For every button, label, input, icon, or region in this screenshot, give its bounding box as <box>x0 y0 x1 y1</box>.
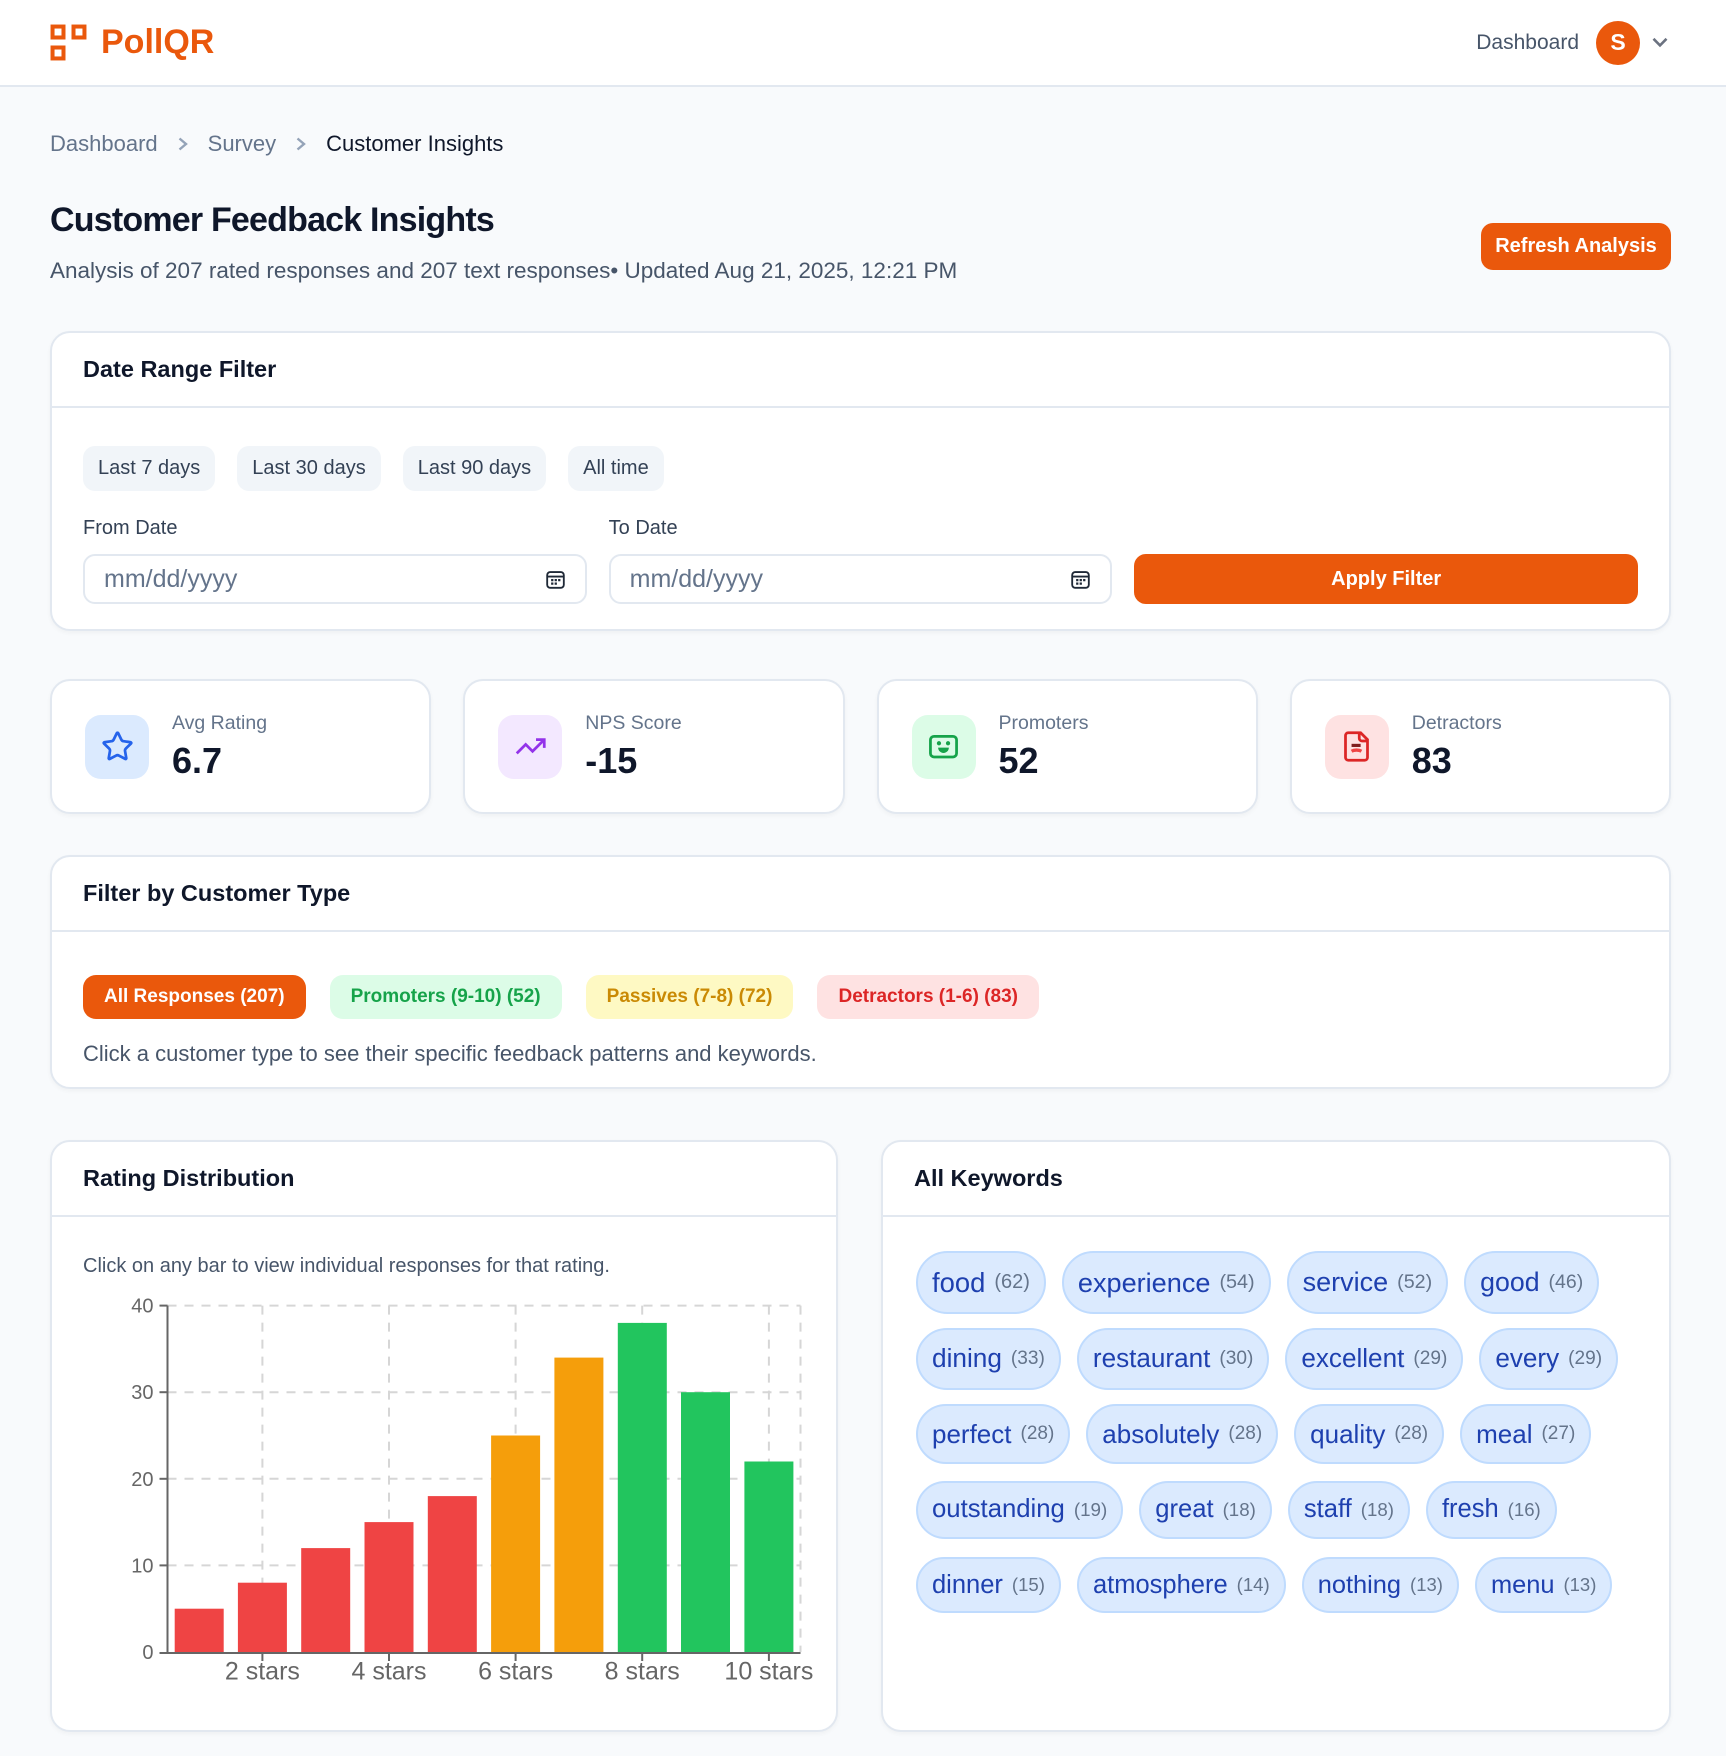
svg-text:4 stars: 4 stars <box>351 1658 426 1686</box>
svg-text:40: 40 <box>131 1296 153 1318</box>
svg-text:0: 0 <box>142 1642 153 1664</box>
svg-text:10 stars: 10 stars <box>724 1658 813 1686</box>
svg-text:30: 30 <box>131 1382 153 1404</box>
svg-text:8 stars: 8 stars <box>605 1658 680 1686</box>
svg-text:10: 10 <box>131 1555 153 1577</box>
svg-text:2 stars: 2 stars <box>225 1658 300 1686</box>
svg-text:20: 20 <box>131 1469 153 1491</box>
svg-text:6 stars: 6 stars <box>478 1658 553 1686</box>
